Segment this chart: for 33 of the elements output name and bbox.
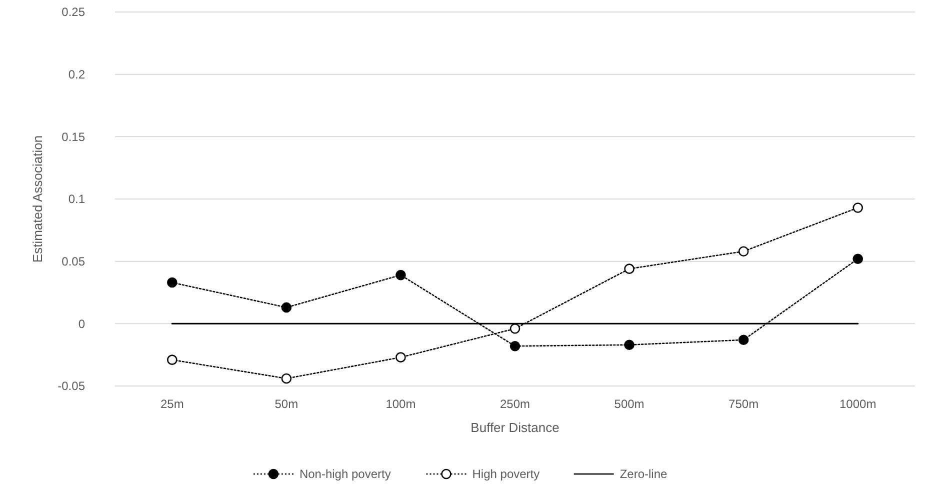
- point: [510, 340, 520, 352]
- x-tick-label: 500m: [614, 397, 644, 411]
- legend-label: Non-high poverty: [299, 467, 391, 481]
- y-tick-label: 0.25: [62, 5, 86, 20]
- legend-label: High poverty: [472, 467, 540, 481]
- x-tick-label: 1000m: [840, 397, 876, 411]
- x-tick-label: 750m: [728, 397, 759, 411]
- point: [624, 264, 634, 274]
- x-tick-label: 50m: [274, 397, 298, 411]
- x-tick-label: 250m: [500, 397, 530, 411]
- point: [166, 354, 178, 365]
- y-tick-label: 0.1: [68, 192, 86, 206]
- point: [166, 277, 178, 288]
- y-tick-label: 0.2: [68, 68, 86, 82]
- point: [852, 254, 864, 264]
- point: [396, 352, 406, 362]
- y-tick-label: 0.15: [62, 130, 86, 144]
- y-tick-label: -0.05: [58, 379, 86, 394]
- point: [852, 202, 864, 213]
- y-tick-label: 0.05: [62, 254, 86, 269]
- x-axis-title: Buffer Distance: [470, 420, 560, 435]
- point: [510, 324, 520, 334]
- x-tick-label: 100m: [386, 397, 416, 411]
- legend-label: Zero-line: [620, 467, 668, 481]
- x-tick-label: 25m: [160, 397, 184, 411]
- point: [281, 302, 292, 313]
- point: [396, 270, 406, 280]
- point: [624, 340, 634, 350]
- y-axis-title: Estimated Association: [30, 135, 45, 263]
- y-tick-label: 0: [78, 316, 86, 331]
- point: [281, 373, 292, 384]
- point: [738, 334, 749, 346]
- point: [738, 246, 749, 257]
